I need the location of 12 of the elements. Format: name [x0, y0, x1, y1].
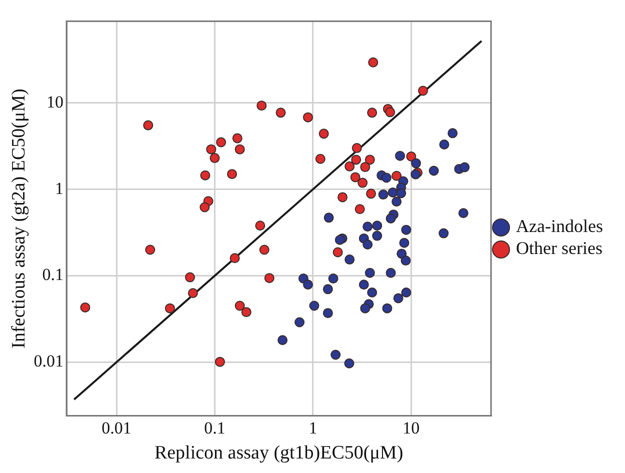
x-tick-label: 1: [308, 418, 318, 438]
x-tick-label: 10: [402, 418, 420, 438]
y-tick-label: 0.01: [34, 352, 64, 371]
y-axis-title: Infectious assay (gt2a) EC50(μM): [8, 88, 30, 348]
x-tick-label: 0.01: [102, 418, 132, 438]
x-axis-title: Replicon assay (gt1b)EC50(μM): [154, 442, 404, 464]
y-tick-label: 1: [55, 178, 64, 198]
y-tick-label: 10: [46, 92, 64, 112]
legend-label: Other series: [516, 238, 602, 258]
x-tick-label: 0.1: [204, 418, 226, 438]
y-tick-label: 0.1: [42, 265, 64, 284]
legend-label: Aza-indoles: [516, 216, 603, 236]
